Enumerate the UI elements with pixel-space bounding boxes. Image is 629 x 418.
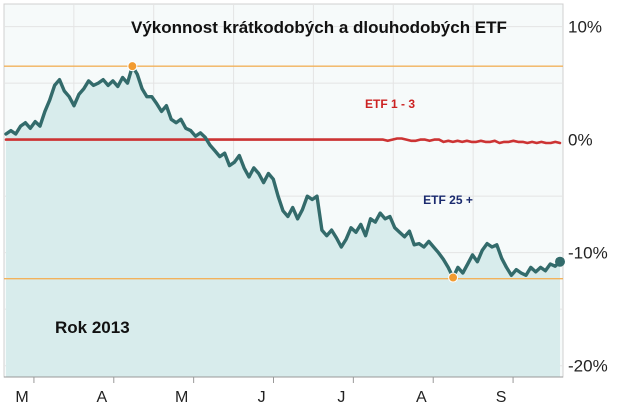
markers <box>127 61 565 283</box>
chart-title: Výkonnost krátkodobých a dlouhodobých ET… <box>131 18 507 37</box>
y-tick-label: -10% <box>568 244 608 263</box>
reference-lines <box>4 65 563 280</box>
x-tick-label: M <box>15 389 28 406</box>
y-tick-label: 0% <box>568 131 593 150</box>
x-tick-label: A <box>97 389 108 406</box>
etf-1-3-line <box>4 137 562 145</box>
series-lines <box>4 64 562 280</box>
min-marker <box>448 272 459 283</box>
y-tick-label: -20% <box>568 357 608 376</box>
max-marker <box>127 61 138 72</box>
last-value-marker <box>555 256 565 267</box>
etf-1-3-label: ETF 1 - 3 <box>365 97 415 111</box>
series-labels: ETF 1 - 3 ETF 25 + <box>365 97 473 207</box>
year-annotation: Rok 2013 <box>55 318 130 337</box>
etf-25-label: ETF 25 + <box>423 193 473 207</box>
x-tick-label: J <box>337 389 345 406</box>
etf-25-area-fill <box>6 66 560 377</box>
y-tick-labels: 10% 0% -10% -20% <box>568 18 608 376</box>
etf-25-line <box>4 64 562 280</box>
x-tick-label: J <box>258 389 266 406</box>
x-tick-label: M <box>175 389 188 406</box>
x-tick-label: A <box>416 389 427 406</box>
y-tick-label: 10% <box>568 18 602 37</box>
x-tick-label: S <box>496 389 507 406</box>
